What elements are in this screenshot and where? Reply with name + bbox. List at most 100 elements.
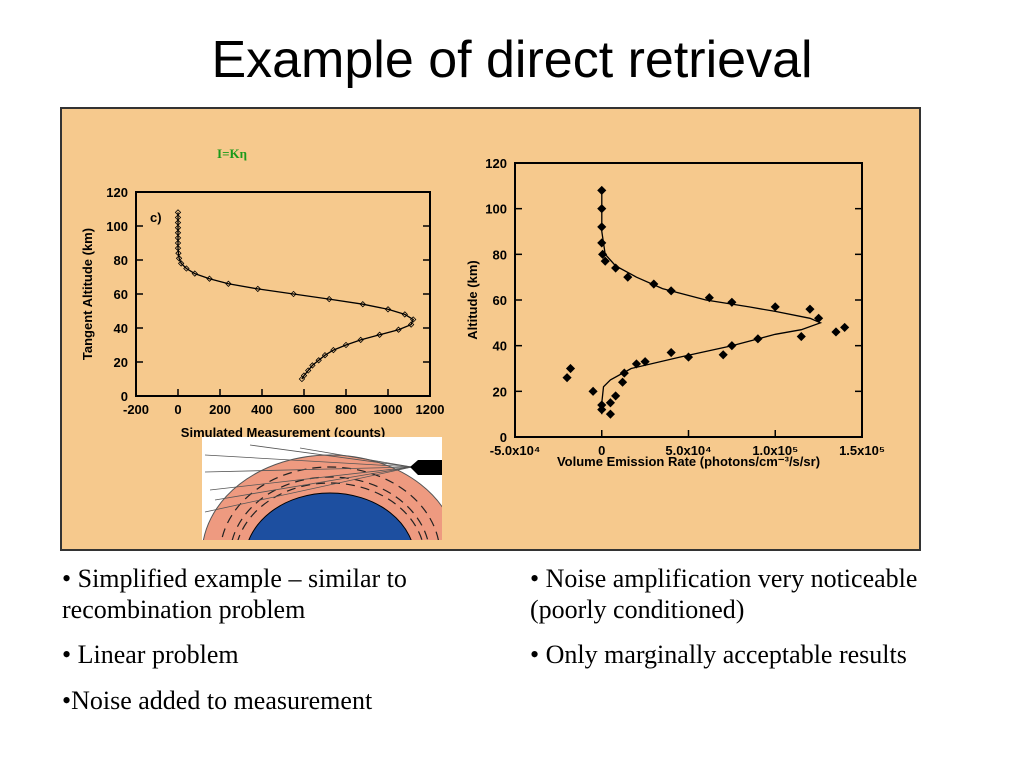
x-tick-label: 1000 <box>374 402 403 417</box>
ray <box>204 466 413 513</box>
x-tick-label: 0 <box>174 402 181 417</box>
data-point <box>562 373 572 383</box>
data-point <box>597 185 607 195</box>
data-point <box>666 347 676 358</box>
y-tick-label: 80 <box>493 247 507 262</box>
layer-arc <box>221 466 439 540</box>
y-tick-label: 0 <box>121 389 128 404</box>
y-tick-label: 20 <box>114 355 128 370</box>
data-point <box>611 391 621 401</box>
y-tick-label: 120 <box>485 156 507 171</box>
y-tick-label: 0 <box>500 430 507 445</box>
instrument <box>410 460 442 475</box>
data-point <box>619 368 629 378</box>
data-point <box>597 400 607 410</box>
right-bullets: • Noise amplification very noticeable (p… <box>530 563 1000 685</box>
data-point <box>309 362 316 369</box>
data-point <box>597 204 607 214</box>
data-point <box>666 286 676 296</box>
data-point <box>831 327 841 337</box>
data-point <box>206 275 213 282</box>
data-point <box>359 301 366 308</box>
y-axis-label: Tangent Altitude (km) <box>80 228 95 360</box>
data-point <box>727 341 737 351</box>
ray <box>299 447 413 468</box>
x-tick-label: 800 <box>335 402 357 417</box>
data-point <box>410 316 417 323</box>
y-tick-label: 60 <box>493 293 507 308</box>
annotation: I=Kη <box>217 146 247 161</box>
ray <box>249 444 413 468</box>
bullet: •Noise added to measurement <box>62 685 373 715</box>
y-tick-label: 60 <box>114 287 128 302</box>
data-point <box>718 350 728 360</box>
data-point <box>565 363 576 374</box>
data-point <box>598 249 608 259</box>
x-tick-label: -5.0x10⁴ <box>490 443 541 458</box>
left-bullets: • Simplified example – similar to recomb… <box>62 563 502 730</box>
y-tick-label: 20 <box>493 384 507 399</box>
x-tick-label: 1200 <box>416 402 445 417</box>
ray <box>204 466 413 473</box>
data-point <box>649 279 659 289</box>
slide-title: Example of direct retrieval <box>211 31 813 89</box>
data-point <box>305 367 312 374</box>
x-tick-label: 0 <box>598 443 605 458</box>
data-point <box>640 357 650 367</box>
data-point <box>600 256 610 266</box>
data-point <box>611 263 621 273</box>
data-point <box>727 297 737 307</box>
data-point <box>753 334 763 344</box>
data-point <box>618 377 628 387</box>
y-tick-label: 100 <box>485 202 507 217</box>
x-tick-label: 1.0x10⁵ <box>752 443 798 458</box>
y-tick-label: 40 <box>114 321 128 336</box>
data-point <box>254 285 261 293</box>
data-point <box>183 265 190 272</box>
data-point <box>588 386 598 396</box>
data-point <box>796 331 806 342</box>
data-point <box>298 375 306 383</box>
data-point <box>631 359 642 369</box>
y-tick-label: 40 <box>493 339 507 354</box>
data-point <box>770 302 780 312</box>
data-point <box>407 321 415 328</box>
x-tick-label: 5.0x10⁴ <box>665 443 711 458</box>
x-tick-label: 600 <box>293 402 315 417</box>
data-point <box>191 270 198 277</box>
data-point <box>605 398 615 408</box>
data-point <box>225 280 232 287</box>
figure-panel <box>60 107 921 551</box>
y-axis-label: Altitude (km) <box>465 260 480 339</box>
data-point <box>605 409 615 419</box>
layer-arc <box>231 476 429 540</box>
schematic-body <box>202 444 442 540</box>
x-tick-label: 400 <box>251 402 273 417</box>
x-tick-label: 1.5x10⁵ <box>839 443 885 458</box>
data-point <box>384 306 392 313</box>
data-point <box>623 272 633 282</box>
data-point <box>805 304 815 314</box>
data-point <box>376 331 383 338</box>
x-tick-label: -200 <box>123 402 149 417</box>
ray <box>214 466 413 501</box>
x-tick-label: 200 <box>209 402 231 417</box>
data-point <box>315 357 322 364</box>
x-axis-label: Simulated Measurement (counts) <box>181 425 385 440</box>
data-point <box>704 293 714 303</box>
data-point <box>814 313 824 323</box>
data-point <box>357 336 364 344</box>
data-point <box>290 290 297 298</box>
limb-schematic <box>202 437 442 540</box>
data-point <box>597 222 607 232</box>
data-point <box>840 322 850 332</box>
x-axis-label: Volume Emission Rate (photons/cm⁻³/s/sr) <box>557 454 820 469</box>
ray <box>204 454 413 468</box>
bullet: • Only marginally acceptable results <box>530 640 907 670</box>
data-point <box>326 295 333 303</box>
data-point <box>395 326 402 333</box>
data-point <box>330 346 337 354</box>
data-point <box>597 238 607 248</box>
data-point <box>401 311 408 318</box>
